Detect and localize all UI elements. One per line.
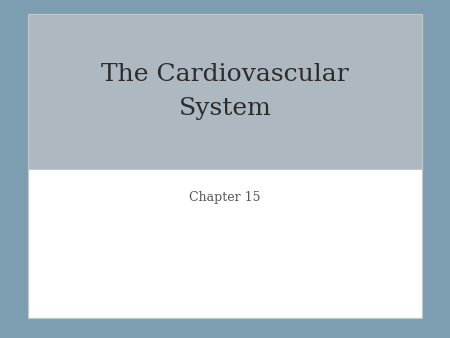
Bar [28, 14, 422, 318]
Text: The Cardiovascular
System: The Cardiovascular System [101, 63, 349, 120]
Text: Chapter 15: Chapter 15 [189, 191, 261, 203]
Bar [28, 14, 422, 169]
Bar [28, 14, 422, 318]
